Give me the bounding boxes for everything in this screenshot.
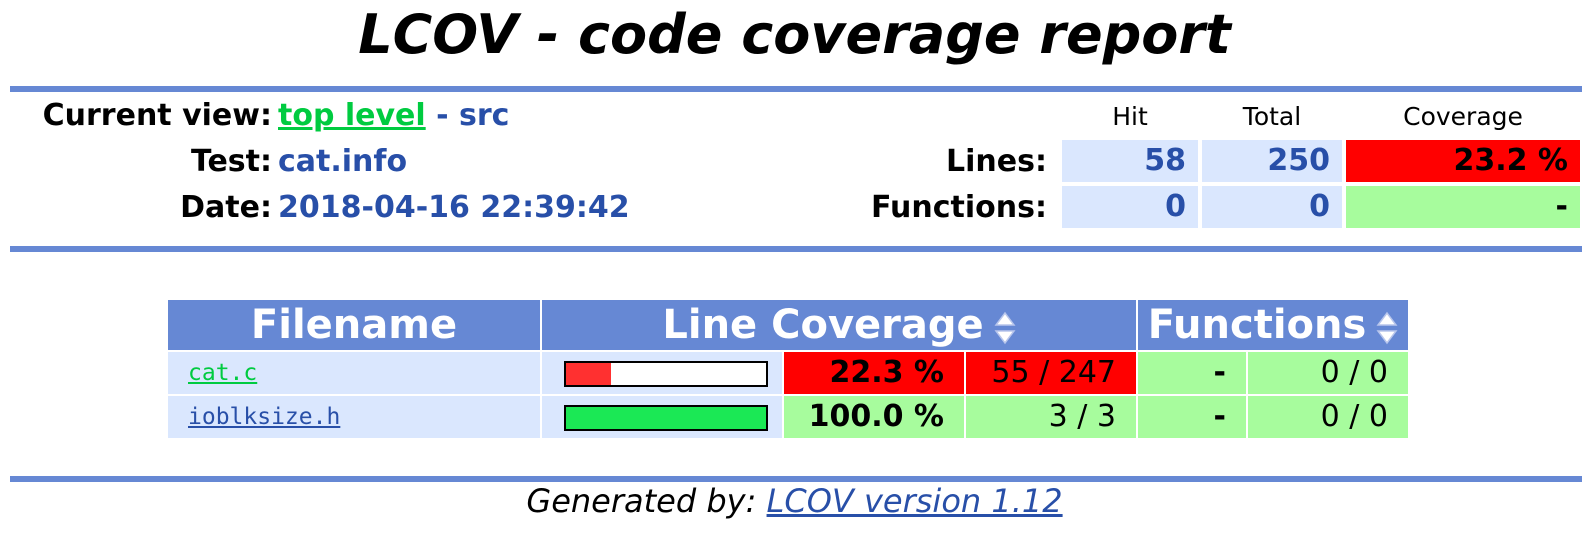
lines-hit: 58 bbox=[1062, 140, 1198, 182]
lcov-version-link[interactable]: LCOV version 1.12 bbox=[766, 482, 1063, 520]
footer-divider bbox=[10, 476, 1582, 482]
current-view-separator: - bbox=[425, 98, 460, 133]
lines-total: 250 bbox=[1202, 140, 1342, 182]
report-header: Current view: top level - src Test: cat.… bbox=[10, 96, 1582, 242]
generated-by-label: Generated by: bbox=[526, 482, 767, 520]
coverage-bar bbox=[564, 361, 768, 387]
coverage-bar-fill bbox=[566, 363, 611, 385]
footer: Generated by: LCOV version 1.12 bbox=[0, 482, 1589, 520]
line-coverage-percent: 100.0 % bbox=[784, 396, 964, 438]
page-title: LCOV - code coverage report bbox=[358, 3, 1231, 66]
table-row-filename: cat.c bbox=[168, 352, 540, 394]
function-coverage-counts: 0 / 0 bbox=[1248, 352, 1408, 394]
top-level-link[interactable]: top level bbox=[278, 98, 426, 133]
functions-hit: 0 bbox=[1062, 186, 1198, 228]
date-value: 2018-04-16 22:39:42 bbox=[278, 190, 630, 225]
current-view-value: top level - src bbox=[278, 98, 509, 133]
function-coverage-counts: 0 / 0 bbox=[1248, 396, 1408, 438]
sort-arrows-icon[interactable] bbox=[994, 307, 1016, 345]
file-link-ioblksize-h[interactable]: ioblksize.h bbox=[188, 404, 341, 430]
coverage-bar-fill bbox=[566, 407, 766, 429]
test-label: Test: bbox=[190, 144, 272, 179]
test-value: cat.info bbox=[278, 144, 408, 179]
date-label: Date: bbox=[180, 190, 272, 225]
summary-col-coverage: Coverage bbox=[1403, 102, 1523, 131]
function-coverage-percent: - bbox=[1138, 396, 1246, 438]
function-coverage-percent: - bbox=[1138, 352, 1246, 394]
summary-col-hit: Hit bbox=[1112, 102, 1148, 131]
summary-col-total: Total bbox=[1242, 102, 1302, 131]
current-view-label: Current view: bbox=[42, 98, 272, 133]
line-coverage-header-label: Line Coverage bbox=[662, 302, 984, 348]
filename-header-label: Filename bbox=[250, 302, 458, 348]
filename-column-header: Filename bbox=[168, 300, 540, 350]
line-coverage-percent: 22.3 % bbox=[784, 352, 964, 394]
current-view-directory: src bbox=[459, 98, 510, 133]
functions-coverage: - bbox=[1346, 186, 1580, 228]
line-coverage-counts: 3 / 3 bbox=[966, 396, 1136, 438]
coverage-bar-cell bbox=[542, 352, 782, 394]
functions-label: Functions: bbox=[871, 190, 1047, 225]
lines-label: Lines: bbox=[946, 144, 1047, 179]
lines-coverage: 23.2 % bbox=[1346, 140, 1580, 182]
header-divider-bottom bbox=[10, 246, 1582, 252]
header-divider-top bbox=[10, 86, 1582, 92]
sort-arrows-icon[interactable] bbox=[1376, 307, 1398, 345]
line-coverage-counts: 55 / 247 bbox=[966, 352, 1136, 394]
table-row-filename: ioblksize.h bbox=[168, 396, 540, 438]
functions-column-header[interactable]: Functions bbox=[1138, 300, 1408, 350]
coverage-bar-cell bbox=[542, 396, 782, 438]
line-coverage-column-header[interactable]: Line Coverage bbox=[542, 300, 1136, 350]
file-link-cat-c[interactable]: cat.c bbox=[188, 360, 258, 386]
functions-total: 0 bbox=[1202, 186, 1342, 228]
coverage-bar bbox=[564, 405, 768, 431]
functions-header-label: Functions bbox=[1147, 302, 1367, 348]
